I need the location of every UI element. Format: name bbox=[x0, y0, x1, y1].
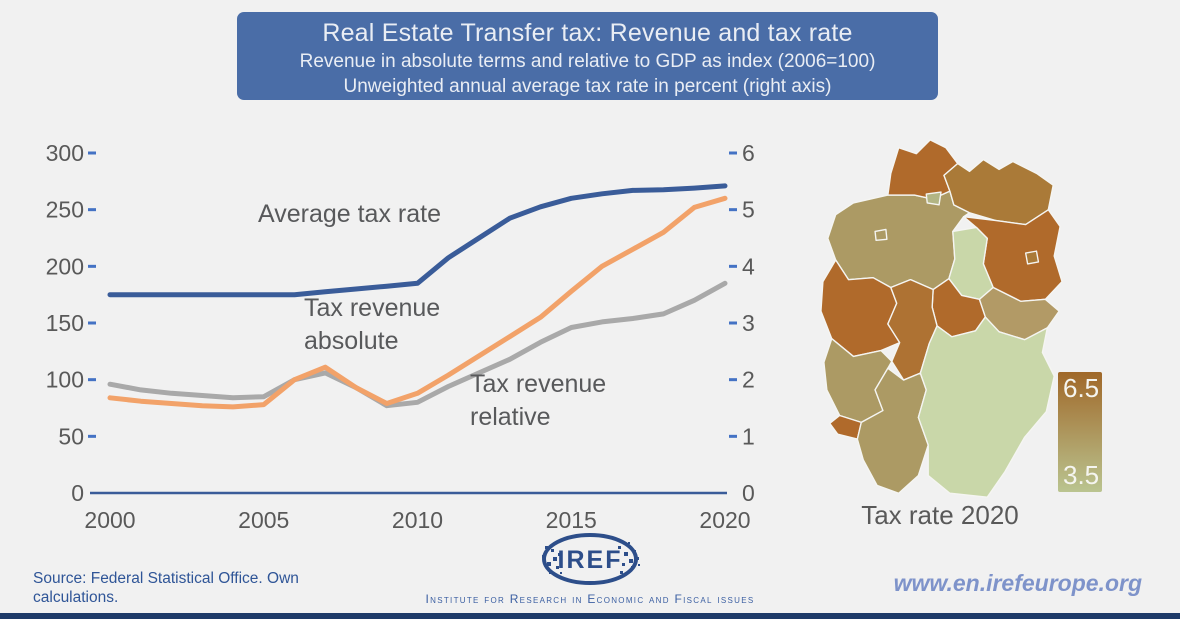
map-legend: 6.5 3.5 bbox=[1058, 372, 1102, 492]
y-left-tick-label: 150 bbox=[46, 310, 84, 336]
x-axis-tick-label: 2000 bbox=[84, 507, 135, 533]
chart-subtitle-1: Revenue in absolute terms and relative t… bbox=[299, 51, 876, 72]
series-label-tax-revenue-absolute: Tax revenue absolute bbox=[304, 292, 440, 358]
germany-choropleth-map bbox=[820, 139, 1063, 498]
y-right-tick-label: 2 bbox=[742, 367, 755, 393]
source-note-line1: Source: Federal Statistical Office. Own bbox=[33, 570, 299, 587]
state-hamburg bbox=[925, 191, 942, 206]
line-chart-panel: 0 50 100 150 200 250 300 0 1 2 3 4 5 6 2000 2005 2010 201… bbox=[20, 132, 780, 542]
y-right-tick-label: 1 bbox=[742, 423, 755, 449]
state-bavaria bbox=[917, 316, 1055, 498]
logo-starburst-left bbox=[542, 542, 562, 574]
state-lower-saxony bbox=[827, 190, 971, 291]
y-right-tick-label: 4 bbox=[742, 253, 755, 279]
state-berlin bbox=[1024, 250, 1040, 265]
series-line-average-tax-rate bbox=[107, 183, 728, 298]
series-label-average-tax-rate: Average tax rate bbox=[258, 200, 441, 228]
map-caption: Tax rate 2020 bbox=[861, 500, 1019, 530]
y-left-tick-label: 200 bbox=[46, 253, 84, 279]
website-url: www.en.irefeurope.org bbox=[893, 570, 1142, 596]
chart-subtitle-2: Unweighted annual average tax rate in pe… bbox=[343, 76, 832, 97]
state-bremen bbox=[874, 228, 888, 241]
y-right-tick-label: 6 bbox=[742, 140, 755, 166]
y-right-tick-label: 5 bbox=[742, 197, 755, 223]
series-label-tax-revenue-relative-line1: Tax revenue bbox=[470, 370, 607, 398]
y-right-tick-label: 3 bbox=[742, 310, 755, 336]
series-label-tax-revenue-absolute-line2: absolute bbox=[304, 327, 399, 355]
source-note: Source: Federal Statistical Office. Own … bbox=[33, 569, 333, 607]
y-left-tick-label: 250 bbox=[46, 197, 84, 223]
institute-name: Institute for Research in Economic and F… bbox=[425, 592, 755, 606]
title-box: Real Estate Transfer tax: Revenue and ta… bbox=[237, 12, 938, 100]
y-left-tick-label: 0 bbox=[71, 480, 84, 506]
logo-text: IREF bbox=[558, 546, 623, 574]
x-axis-tick-label: 2005 bbox=[238, 507, 289, 533]
logo-starburst-right bbox=[618, 542, 640, 574]
bottom-accent-bar bbox=[0, 613, 1180, 619]
state-mecklenburg-vorpommern bbox=[943, 158, 1054, 226]
y-left-tick-label: 300 bbox=[46, 140, 84, 166]
series-label-tax-revenue-relative: Tax revenue relative bbox=[470, 368, 606, 434]
chart-title: Real Estate Transfer tax: Revenue and ta… bbox=[322, 19, 853, 47]
y-left-tick-label: 100 bbox=[46, 367, 84, 393]
legend-min-label: 3.5 bbox=[1063, 460, 1100, 490]
x-axis-tick-label: 2010 bbox=[392, 507, 443, 533]
x-axis-tick-label: 2020 bbox=[699, 507, 750, 533]
line-chart: 0 50 100 150 200 250 300 0 1 2 3 4 5 6 2000 2005 2010 201… bbox=[46, 140, 755, 533]
legend-max-label: 6.5 bbox=[1063, 373, 1100, 403]
series-line-tax-revenue-absolute bbox=[107, 195, 728, 410]
series-label-tax-revenue-relative-line2: relative bbox=[470, 403, 551, 431]
state-schleswig-holstein bbox=[887, 139, 959, 200]
source-note-line2: calculations. bbox=[33, 589, 119, 606]
y-left-tick-label: 50 bbox=[58, 423, 84, 449]
iref-logo-icon: IREF bbox=[542, 533, 640, 585]
series-label-tax-revenue-absolute-line1: Tax revenue bbox=[304, 294, 441, 322]
y-right-tick-label: 0 bbox=[742, 480, 755, 506]
series-line-tax-revenue-relative bbox=[107, 280, 728, 409]
state-saarland bbox=[829, 414, 862, 440]
x-axis-tick-label: 2015 bbox=[546, 507, 597, 533]
